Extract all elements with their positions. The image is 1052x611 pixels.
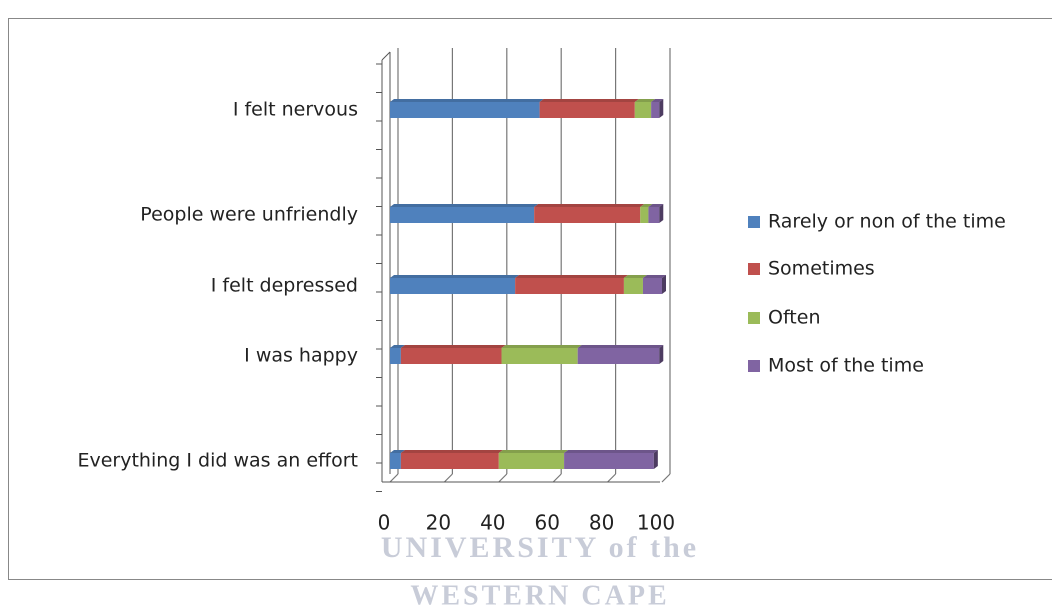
legend-label: Sometimes: [768, 258, 875, 280]
bar-segment: [390, 348, 401, 364]
bar-segment: [390, 278, 516, 294]
bar-top: [515, 275, 628, 278]
bar-segment: [539, 102, 635, 118]
bar-end: [659, 345, 664, 364]
legend-swatch: [748, 312, 760, 324]
bar-end: [659, 99, 664, 118]
bar-segment: [390, 453, 401, 469]
bar-top: [634, 99, 656, 102]
x-tick-label: 80: [589, 511, 614, 535]
bar-segment: [515, 278, 624, 294]
axis-line: [381, 51, 391, 61]
bar-segment: [390, 102, 540, 118]
bar-top: [577, 345, 664, 348]
bar-top: [651, 99, 664, 102]
x-tick-label: 100: [637, 511, 675, 535]
y-tick-label: I was happy: [244, 345, 358, 367]
bar-segment: [623, 278, 643, 294]
bar-top: [498, 450, 569, 453]
legend-label: Most of the time: [768, 355, 924, 377]
bar-segment: [564, 453, 654, 469]
grid-line: [389, 473, 399, 483]
bar-top: [390, 275, 520, 278]
bar-segment: [642, 278, 662, 294]
bar-segment: [390, 207, 535, 223]
bar-segment: [577, 348, 660, 364]
y-tick-label: Everything I did was an effort: [77, 450, 358, 472]
bar-top: [390, 345, 405, 348]
bar-top: [564, 450, 658, 453]
bar-segment: [498, 453, 565, 469]
watermark: WESTERN CAPE: [410, 580, 669, 611]
bar-end: [653, 450, 658, 469]
bar-segment: [651, 102, 660, 118]
y-tick-label: I felt depressed: [211, 275, 358, 297]
bar-top: [534, 204, 645, 207]
x-tick-label: 0: [378, 511, 391, 535]
legend-label: Often: [768, 307, 821, 329]
bar-top: [400, 450, 503, 453]
bar-top: [642, 275, 666, 278]
bar-segment: [400, 348, 502, 364]
bar-top: [501, 345, 582, 348]
bar-segment: [640, 207, 649, 223]
grid-line: [661, 473, 671, 483]
grid-line: [498, 473, 508, 483]
grid-line: [607, 473, 617, 483]
bar-top: [640, 204, 653, 207]
legend-swatch: [748, 263, 760, 275]
bar-top: [539, 99, 639, 102]
bar-segment: [634, 102, 652, 118]
bar-top: [390, 450, 405, 453]
bar-segment: [501, 348, 578, 364]
y-tick-label: People were unfriendly: [140, 204, 358, 226]
x-tick-label: 60: [534, 511, 559, 535]
bar-segment: [648, 207, 660, 223]
bar-top: [623, 275, 647, 278]
y-tick-label: I felt nervous: [233, 99, 358, 121]
x-tick-label: 40: [480, 511, 505, 535]
bar-top: [648, 204, 664, 207]
watermark: UNIVERSITY of the: [381, 531, 699, 564]
bar-top: [400, 345, 506, 348]
bar-segment: [534, 207, 641, 223]
bar-end: [662, 275, 666, 294]
bar-segment: [400, 453, 499, 469]
bar-top: [390, 204, 539, 207]
bar-top: [390, 99, 544, 102]
bar-end: [659, 204, 664, 223]
chart-frame: [8, 18, 1052, 580]
legend-swatch: [748, 216, 760, 228]
x-tick-label: 20: [426, 511, 451, 535]
grid-line: [443, 473, 453, 483]
grid-line: [552, 473, 562, 483]
legend-swatch: [748, 360, 760, 372]
legend-label: Rarely or non of the time: [768, 211, 1006, 233]
